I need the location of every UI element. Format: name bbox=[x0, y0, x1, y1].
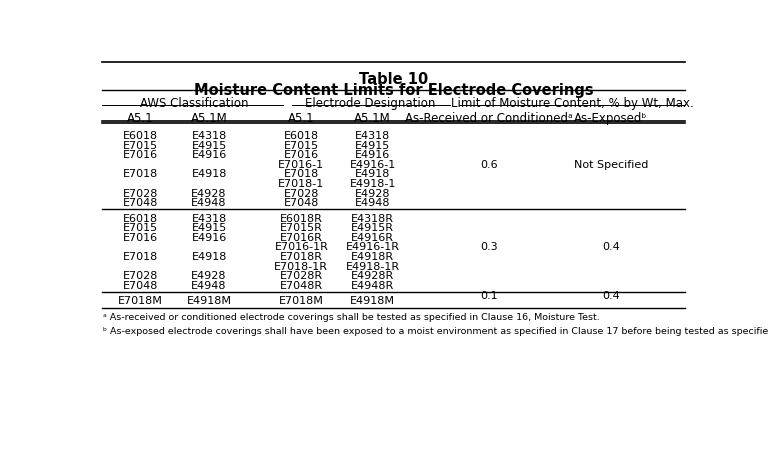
Text: E4318: E4318 bbox=[355, 131, 390, 141]
Text: E4928: E4928 bbox=[191, 189, 227, 199]
Text: A5.1M: A5.1M bbox=[190, 112, 227, 125]
Text: 0.4: 0.4 bbox=[602, 291, 620, 301]
Text: E7018: E7018 bbox=[123, 252, 158, 262]
Text: E7015: E7015 bbox=[284, 141, 319, 151]
Text: E4948: E4948 bbox=[191, 198, 227, 208]
Text: E7015: E7015 bbox=[123, 141, 158, 151]
Text: AWS Classification: AWS Classification bbox=[140, 97, 249, 110]
Text: Moisture Content Limits for Electrode Coverings: Moisture Content Limits for Electrode Co… bbox=[194, 83, 594, 98]
Text: ᵃ As-received or conditioned electrode coverings shall be tested as specified in: ᵃ As-received or conditioned electrode c… bbox=[103, 314, 600, 322]
Text: E7028: E7028 bbox=[123, 189, 158, 199]
Text: E4915R: E4915R bbox=[351, 223, 394, 233]
Text: E7048: E7048 bbox=[123, 198, 158, 208]
Text: E7048: E7048 bbox=[283, 198, 319, 208]
Text: E4318R: E4318R bbox=[351, 213, 394, 224]
Text: E7018M: E7018M bbox=[279, 296, 324, 306]
Text: E7016: E7016 bbox=[123, 150, 158, 160]
Text: E4948: E4948 bbox=[191, 281, 227, 291]
Text: E7018-1R: E7018-1R bbox=[274, 262, 329, 272]
Text: E7018-1: E7018-1 bbox=[278, 179, 324, 189]
Text: A5.1: A5.1 bbox=[288, 112, 315, 125]
Text: Limit of Moisture Content, % by Wt, Max.: Limit of Moisture Content, % by Wt, Max. bbox=[451, 97, 694, 110]
Text: E7018: E7018 bbox=[283, 169, 319, 179]
Text: E4318: E4318 bbox=[191, 131, 227, 141]
Text: 0.3: 0.3 bbox=[480, 242, 498, 252]
Text: E7018M: E7018M bbox=[118, 296, 163, 306]
Text: E4916R: E4916R bbox=[351, 233, 394, 243]
Text: E7016-1: E7016-1 bbox=[278, 160, 324, 170]
Text: E4918M: E4918M bbox=[350, 296, 396, 306]
Text: E7015R: E7015R bbox=[280, 223, 323, 233]
Text: As-Received or Conditionedᵃ: As-Received or Conditionedᵃ bbox=[405, 112, 573, 125]
Text: E4948: E4948 bbox=[355, 198, 390, 208]
Text: E7028R: E7028R bbox=[280, 271, 323, 281]
Text: E4916-1: E4916-1 bbox=[349, 160, 396, 170]
Text: ᵇ As-exposed electrode coverings shall have been exposed to a moist environment : ᵇ As-exposed electrode coverings shall h… bbox=[103, 327, 768, 336]
Text: E4916: E4916 bbox=[191, 233, 227, 243]
Text: E4928: E4928 bbox=[355, 189, 390, 199]
Text: A5.1: A5.1 bbox=[127, 112, 154, 125]
Text: E7016-1R: E7016-1R bbox=[274, 242, 328, 253]
Text: E4928R: E4928R bbox=[351, 271, 395, 281]
Text: E6018R: E6018R bbox=[280, 213, 323, 224]
Text: E4918-1: E4918-1 bbox=[349, 179, 396, 189]
Text: E4928: E4928 bbox=[191, 271, 227, 281]
Text: E7016: E7016 bbox=[123, 233, 158, 243]
Text: E4918: E4918 bbox=[191, 252, 227, 262]
Text: Not Specified: Not Specified bbox=[574, 159, 648, 170]
Text: 0.1: 0.1 bbox=[480, 291, 498, 301]
Text: E4915: E4915 bbox=[191, 141, 227, 151]
Text: E7028: E7028 bbox=[283, 189, 319, 199]
Text: E7018R: E7018R bbox=[280, 252, 323, 262]
Text: E4948R: E4948R bbox=[351, 281, 395, 291]
Text: E6018: E6018 bbox=[123, 131, 158, 141]
Text: 0.4: 0.4 bbox=[602, 242, 620, 252]
Text: E4318: E4318 bbox=[191, 213, 227, 224]
Text: E7048: E7048 bbox=[123, 281, 158, 291]
Text: E7016: E7016 bbox=[284, 150, 319, 160]
Text: E7016R: E7016R bbox=[280, 233, 323, 243]
Text: E4916: E4916 bbox=[191, 150, 227, 160]
Text: E4918R: E4918R bbox=[351, 252, 394, 262]
Text: E4918-1R: E4918-1R bbox=[346, 262, 400, 272]
Text: E7028: E7028 bbox=[123, 271, 158, 281]
Text: E6018: E6018 bbox=[284, 131, 319, 141]
Text: E7018: E7018 bbox=[123, 169, 158, 179]
Text: As-Exposedᵇ: As-Exposedᵇ bbox=[574, 112, 647, 125]
Text: 0.6: 0.6 bbox=[480, 159, 498, 170]
Text: E4918M: E4918M bbox=[187, 296, 232, 306]
Text: E4918: E4918 bbox=[191, 169, 227, 179]
Text: Electrode Designation: Electrode Designation bbox=[305, 97, 435, 110]
Text: E4916-1R: E4916-1R bbox=[346, 242, 400, 253]
Text: A5.1M: A5.1M bbox=[354, 112, 391, 125]
Text: E4915: E4915 bbox=[191, 223, 227, 233]
Text: E4918: E4918 bbox=[355, 169, 390, 179]
Text: Table 10: Table 10 bbox=[359, 72, 429, 87]
Text: E7048R: E7048R bbox=[280, 281, 323, 291]
Text: E4916: E4916 bbox=[355, 150, 390, 160]
Text: E7015: E7015 bbox=[123, 223, 158, 233]
Text: E4915: E4915 bbox=[355, 141, 390, 151]
Text: E6018: E6018 bbox=[123, 213, 158, 224]
